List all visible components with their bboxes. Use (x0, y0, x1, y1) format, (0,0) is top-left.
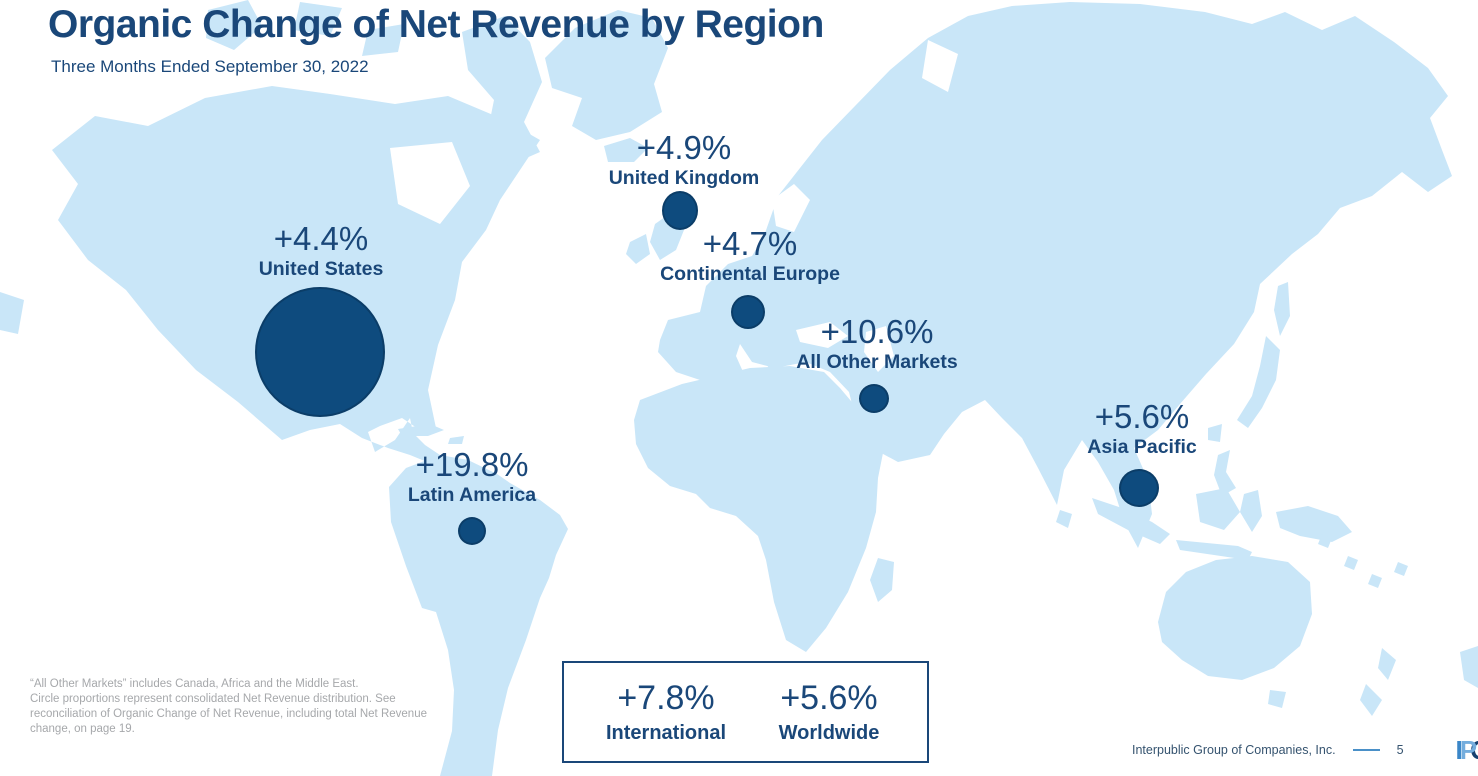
ipg-logo: IPG (1455, 735, 1478, 765)
map-caribbean-islands (398, 424, 464, 444)
bubble-latin-america (458, 517, 486, 545)
page-subtitle: Three Months Ended September 30, 2022 (51, 57, 369, 76)
region-pct: +19.8% (415, 446, 529, 483)
map-italy (758, 332, 782, 370)
bubble-united-states (255, 287, 385, 417)
footer-rule (1352, 749, 1380, 751)
footnote-line: change, on page 19. (30, 723, 135, 735)
region-name: United States (258, 258, 384, 280)
ipg-logo-letter-i: I (1455, 735, 1463, 765)
map-north-america (52, 86, 540, 464)
footnote-line: reconciliation of Organic Change of Net … (30, 708, 427, 720)
page-title: Organic Change of Net Revenue by Region (48, 3, 824, 46)
region-united-kingdom: +4.9% United Kingdom (524, 130, 844, 190)
summary-pct: +5.6% (780, 679, 878, 717)
region-name: Continental Europe (660, 263, 840, 285)
region-pct: +5.6% (1094, 398, 1190, 435)
region-all-other-markets: +10.6% All Other Markets (717, 314, 1037, 374)
region-name: United Kingdom (608, 167, 760, 189)
map-africa (634, 366, 918, 652)
summary-pct: +7.8% (617, 679, 715, 717)
footer-company: Interpublic Group of Companies, Inc. (1132, 743, 1336, 757)
map-inland-seas (772, 40, 958, 372)
page-number: 5 (1396, 743, 1404, 757)
footer: Interpublic Group of Companies, Inc. 5 I… (1132, 735, 1478, 765)
region-latin-america: +19.8% Latin America (312, 447, 632, 507)
bubble-asia-pacific (1119, 469, 1159, 507)
map-australia-oceania (1158, 534, 1478, 716)
region-pct: +4.7% (702, 225, 798, 262)
region-asia-pacific: +5.6% Asia Pacific (982, 399, 1302, 459)
region-continental-europe: +4.7% Continental Europe (590, 226, 910, 286)
region-united-states: +4.4% United States (161, 221, 481, 281)
map-south-america (389, 455, 568, 776)
summary-worldwide: +5.6% Worldwide (729, 679, 929, 745)
bubble-all-other-markets (859, 384, 889, 413)
footnote-line: “All Other Markets” includes Canada, Afr… (30, 678, 359, 690)
map-left-edge-land (0, 292, 24, 334)
region-pct: +4.4% (273, 220, 369, 257)
bubble-united-kingdom (662, 191, 698, 230)
summary-international: +7.8% International (566, 679, 766, 745)
footnote-line: Circle proportions represent consolidate… (30, 693, 396, 705)
summary-label: Worldwide (778, 722, 880, 744)
summary-label: International (605, 722, 726, 744)
ipg-logo-letter-g: G (1470, 735, 1478, 765)
region-name: Latin America (407, 484, 537, 506)
region-name: All Other Markets (796, 351, 958, 373)
ipg-logo-letter-p: P (1459, 735, 1477, 765)
region-pct: +4.9% (636, 129, 732, 166)
bubble-continental-europe (731, 295, 765, 329)
map-southeast-asia-islands (1092, 488, 1352, 560)
map-arctic-islands-greenland (206, 0, 668, 166)
summary-box: +7.8% International +5.6% Worldwide (562, 661, 929, 763)
region-pct: +10.6% (820, 313, 934, 350)
footnote: “All Other Markets” includes Canada, Afr… (30, 677, 427, 737)
region-name: Asia Pacific (1087, 436, 1197, 458)
